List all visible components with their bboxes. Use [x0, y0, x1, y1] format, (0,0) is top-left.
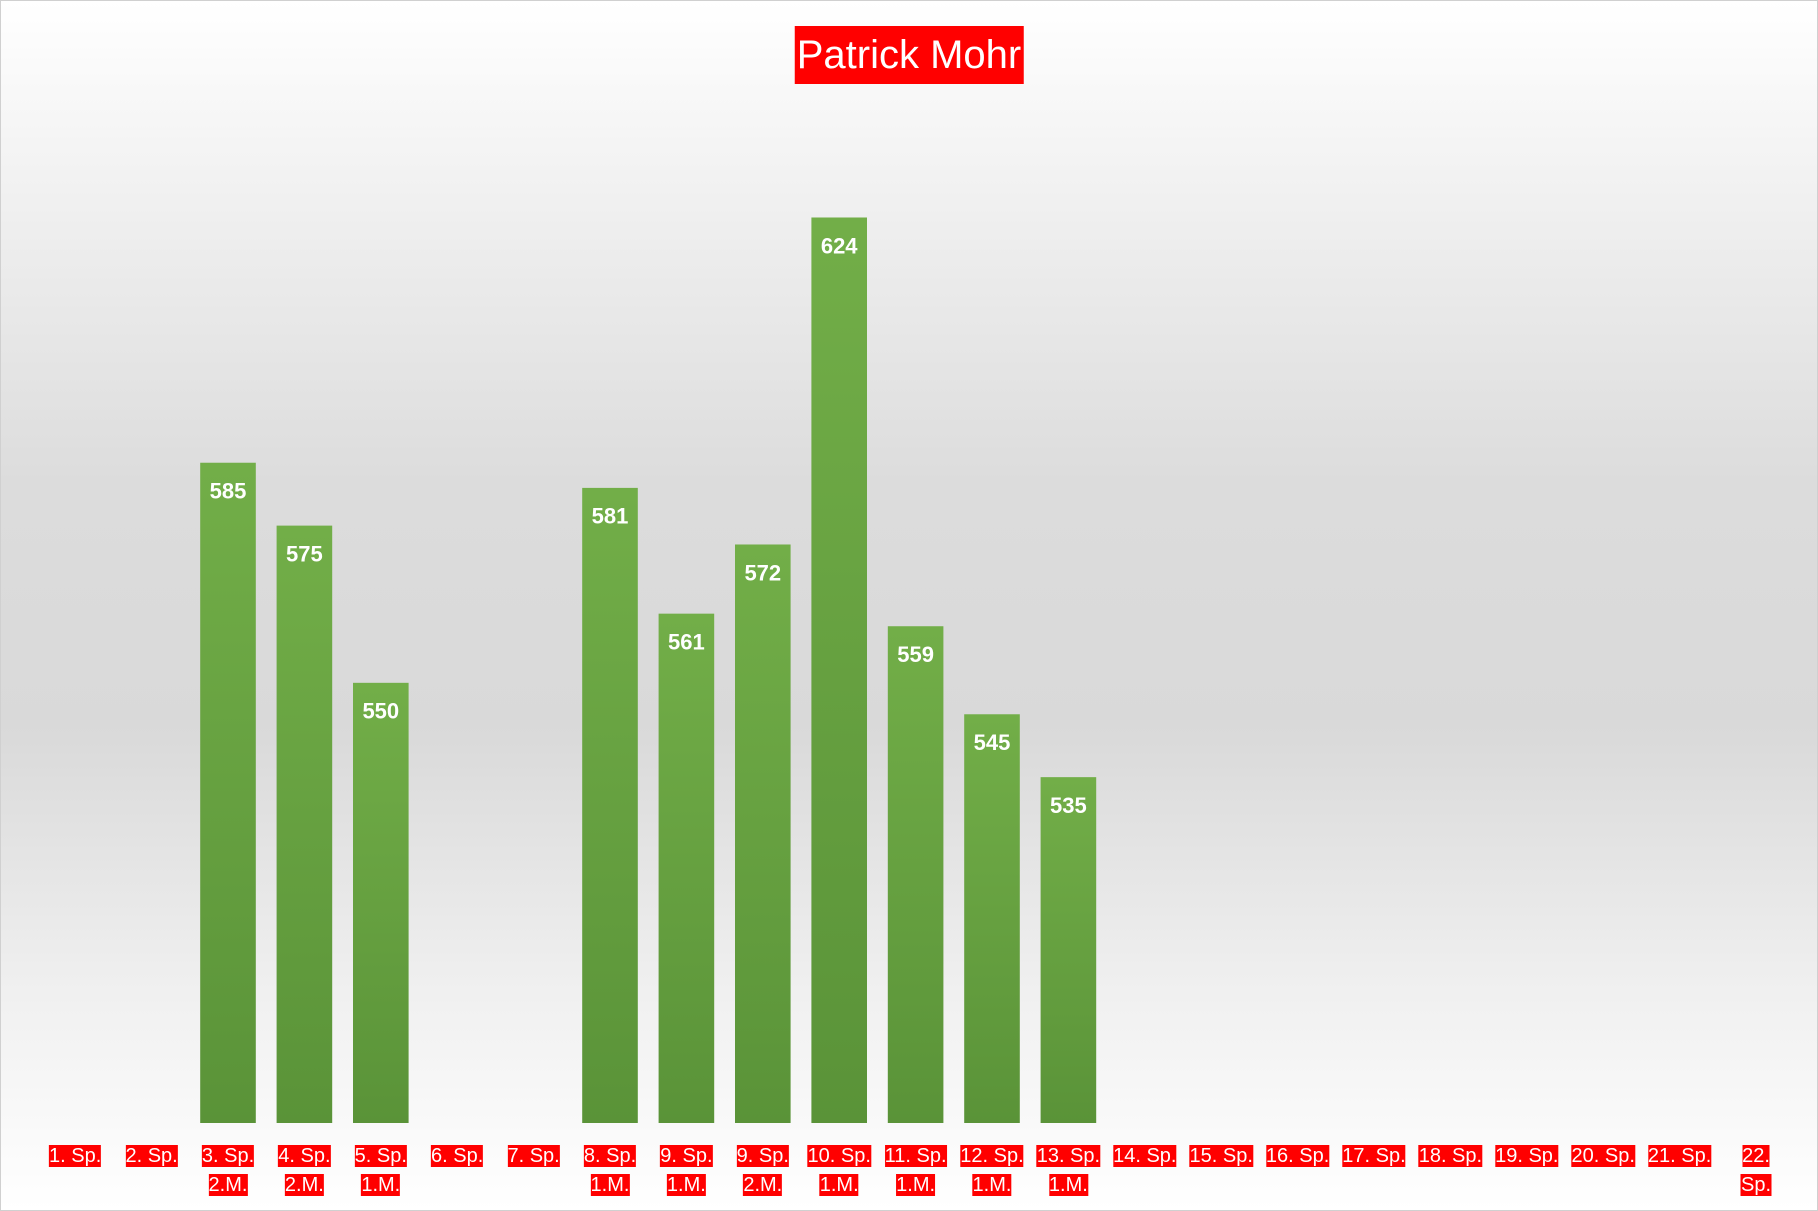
data-label: 624	[821, 233, 858, 258]
x-tick-label: 15. Sp.	[1189, 1142, 1253, 1171]
x-tick-label: 10. Sp. 1.M.	[807, 1142, 871, 1200]
x-tick-label-text: 8. Sp. 1.M.	[583, 1145, 637, 1196]
x-tick-label: 18. Sp.	[1418, 1142, 1483, 1171]
bar	[887, 626, 944, 1123]
x-tick-label: 20. Sp.	[1571, 1142, 1635, 1171]
x-tick-label-text: 4. Sp. 2.M.	[278, 1145, 331, 1196]
data-label: 585	[210, 479, 247, 504]
x-tick-label-text: 10. Sp. 1.M.	[807, 1145, 871, 1196]
x-tick-label: 3. Sp. 2.M.	[201, 1142, 255, 1200]
x-tick-label: 13. Sp. 1.M.	[1036, 1142, 1101, 1200]
x-tick-label: 16. Sp.	[1265, 1142, 1330, 1171]
bar	[735, 544, 791, 1123]
x-tick-label: 14. Sp.	[1113, 1142, 1177, 1171]
data-label: 561	[668, 629, 705, 654]
data-label: 572	[744, 560, 781, 585]
x-tick-label: 5. Sp. 1.M.	[354, 1142, 407, 1200]
chart-title: Patrick Mohr	[794, 26, 1024, 84]
bar	[1040, 777, 1097, 1123]
x-tick-label-text: 9. Sp. 1.M.	[660, 1145, 713, 1196]
bar	[353, 682, 409, 1123]
x-tick-label-text: 14. Sp.	[1113, 1145, 1177, 1167]
x-tick-label: 7. Sp.	[507, 1142, 560, 1171]
x-tick-label-text: 6. Sp.	[431, 1145, 484, 1167]
x-tick-label-text: 20. Sp.	[1571, 1145, 1635, 1167]
x-tick-label-text: 13. Sp. 1.M.	[1036, 1145, 1101, 1196]
x-tick-label: 6. Sp.	[431, 1142, 484, 1171]
x-tick-label-text: 21. Sp.	[1647, 1145, 1712, 1167]
x-tick-label-text: 7. Sp.	[507, 1145, 560, 1167]
x-tick-label: 17. Sp.	[1342, 1142, 1406, 1171]
x-tick-label: 9. Sp. 2.M.	[736, 1142, 789, 1200]
data-label: 550	[362, 699, 399, 724]
data-label: 581	[592, 504, 629, 529]
x-tick-label-text: 2. Sp.	[125, 1145, 178, 1167]
x-tick-label-text: 3. Sp. 2.M.	[201, 1145, 255, 1196]
bar	[811, 217, 867, 1123]
x-tick-label-text: 18. Sp.	[1418, 1145, 1483, 1167]
x-tick-label-text: 16. Sp.	[1265, 1145, 1330, 1167]
x-tick-label-text: 1. Sp.	[49, 1145, 102, 1167]
x-tick-label-text: 17. Sp.	[1342, 1145, 1406, 1167]
x-tick-label: 8. Sp. 1.M.	[583, 1142, 637, 1200]
x-tick-label-text: 11. Sp. 1.M.	[884, 1145, 947, 1196]
bar	[582, 487, 638, 1123]
x-tick-label: 12. Sp. 1.M.	[960, 1142, 1024, 1200]
data-label: 545	[974, 730, 1011, 755]
x-tick-label: 9. Sp. 1.M.	[660, 1142, 713, 1200]
x-tick-label-text: 19. Sp.	[1495, 1145, 1559, 1167]
x-tick-label: 22. Sp.	[1726, 1142, 1787, 1200]
bar	[200, 462, 256, 1123]
x-tick-label-text: 9. Sp. 2.M.	[736, 1145, 789, 1196]
x-tick-label-text: 22. Sp.	[1740, 1145, 1772, 1196]
x-tick-label: 2. Sp.	[125, 1142, 178, 1171]
x-tick-label: 21. Sp.	[1647, 1142, 1712, 1171]
data-label: 535	[1050, 793, 1087, 818]
x-tick-label: 4. Sp. 2.M.	[278, 1142, 331, 1200]
x-tick-label: 1. Sp.	[49, 1142, 102, 1171]
x-tick-label: 11. Sp. 1.M.	[884, 1142, 947, 1200]
bar	[658, 613, 715, 1123]
data-label: 575	[286, 541, 323, 566]
x-tick-label-text: 15. Sp.	[1189, 1145, 1253, 1167]
data-label: 559	[897, 642, 934, 667]
x-tick-label-text: 5. Sp. 1.M.	[354, 1145, 407, 1196]
bar	[964, 714, 1020, 1123]
x-tick-label: 19. Sp.	[1495, 1142, 1559, 1171]
bar	[276, 525, 333, 1123]
x-tick-label-text: 12. Sp. 1.M.	[960, 1145, 1024, 1196]
